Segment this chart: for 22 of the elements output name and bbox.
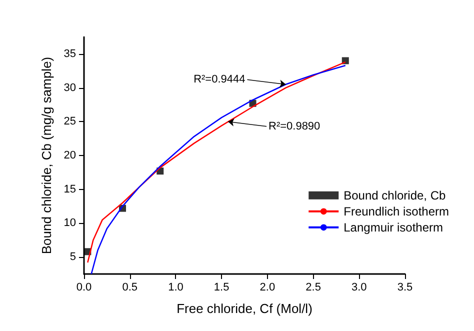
x-tick-label: 1.0 (168, 282, 184, 294)
legend-label: Bound chloride, Cb (344, 188, 446, 202)
y-tick-label: 25 (64, 116, 76, 128)
x-axis-title: Free chloride, Cf (Mol/l) (176, 301, 312, 316)
annotation: R²=0.9444 (194, 73, 246, 86)
y-tick-label: 10 (64, 217, 76, 230)
x-tick-label: 1.5 (214, 282, 230, 294)
y-tick-label: 30 (64, 82, 76, 94)
x-tick-label: 3.5 (397, 282, 413, 294)
y-tick-label: 5 (70, 251, 76, 264)
y-tick-label: 20 (64, 150, 76, 162)
x-tick-label: 2.0 (260, 282, 276, 294)
x-tick-label: 3.0 (351, 282, 367, 294)
x-tick-label: 0.0 (76, 282, 92, 294)
x-tick-label: 2.5 (306, 282, 321, 294)
x-tick-label: 0.5 (122, 282, 138, 294)
legend-label: Freundlich isotherm (344, 204, 450, 218)
y-tick-label: 35 (64, 48, 76, 60)
y-axis-title: Bound chloride, Cb (mg/g sample) (38, 56, 54, 254)
y-tick-label: 15 (64, 183, 76, 196)
annotation: R²=0.9890 (268, 120, 320, 133)
legend-label: Langmuir isotherm (344, 220, 444, 234)
